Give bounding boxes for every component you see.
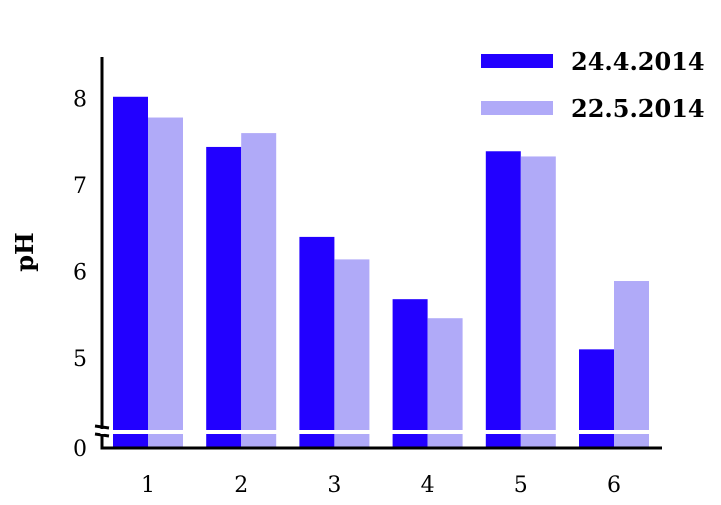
axis-break-gap	[100, 430, 105, 434]
x-tick-label-5: 5	[514, 473, 528, 498]
bar-4-series-2	[427, 318, 463, 448]
legend-label-1: 24.4.2014	[571, 47, 705, 76]
bar-3-series-2	[334, 259, 370, 448]
bar-2-series-1	[206, 146, 242, 448]
x-tick-label-2: 2	[234, 473, 248, 498]
bar-5-series-2	[520, 156, 556, 448]
y-axis-title: pH	[10, 232, 39, 271]
y-tick-label-8: 8	[73, 88, 87, 113]
bar-1-series-1	[113, 96, 148, 449]
x-tick-label-4: 4	[421, 473, 435, 498]
x-tick-label-3: 3	[327, 473, 341, 498]
axis-break-band	[104, 430, 654, 434]
bars-group	[113, 96, 649, 449]
legend: 24.4.2014 22.5.2014	[481, 47, 705, 123]
y-tick-label-6: 6	[73, 261, 87, 286]
legend-swatch-1	[481, 54, 553, 68]
axes	[100, 57, 662, 450]
bar-1-series-2	[148, 117, 183, 448]
bar-6-series-2	[614, 281, 649, 448]
x-tick-label-6: 6	[607, 473, 621, 498]
x-ticks: 1 2 3 4 5 6	[141, 473, 621, 498]
bar-4-series-1	[392, 299, 428, 448]
y-ticks: 0 5 6 7 8	[73, 88, 87, 463]
bar-3-series-1	[299, 236, 335, 448]
y-tick-label-5: 5	[73, 347, 87, 372]
y-tick-label-0: 0	[73, 437, 87, 462]
bar-2-series-2	[241, 133, 277, 448]
legend-swatch-2	[481, 101, 553, 115]
x-tick-label-1: 1	[141, 473, 155, 498]
bar-5-series-1	[485, 151, 521, 448]
legend-label-2: 22.5.2014	[571, 94, 705, 123]
y-tick-label-7: 7	[73, 174, 87, 199]
